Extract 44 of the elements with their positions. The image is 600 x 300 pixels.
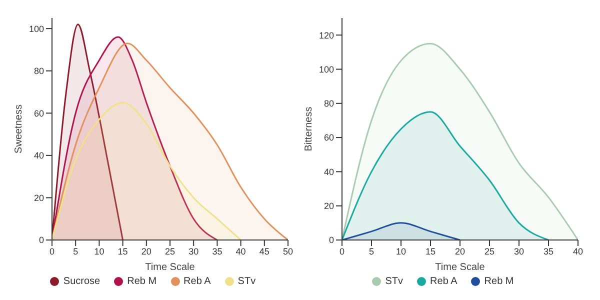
x-tick-label: 10 [94,246,104,256]
x-tick-label: 30 [514,246,524,256]
x-tick-label: 20 [454,246,466,256]
y-axis-title: Bitterness [304,106,315,152]
legend-label: Reb M [126,276,157,287]
y-tick-label: 100 [28,24,44,34]
legend-label: Sucrose [62,276,100,287]
y-tick-label: 80 [34,66,44,76]
x-tick-label: 35 [212,246,222,256]
x-tick-label: 35 [543,246,554,256]
x-tick-label: 45 [259,246,270,256]
y-tick-label: 40 [34,150,44,161]
x-tick-label: 5 [73,246,78,256]
y-tick-label: 0 [328,235,334,246]
x-tick-label: 5 [368,246,374,256]
y-tick-label: 80 [324,98,334,109]
x-tick-label: 20 [141,246,152,256]
y-tick-label: 0 [38,235,44,246]
x-tick-label: 10 [396,246,406,256]
y-tick-label: 60 [34,108,44,118]
legend-label: Reb A [429,276,458,287]
y-tick-label: 60 [324,132,334,143]
y-tick-label: 20 [34,192,44,203]
x-tick-label: 30 [188,246,199,256]
y-tick-label: 120 [318,30,334,40]
y-tick-label: 20 [324,201,334,212]
legend-label: Reb A [182,276,211,287]
x-tick-label: 0 [339,246,345,256]
x-tick-label: 15 [118,246,128,256]
x-axis-title: Time Scale [435,262,486,273]
x-tick-label: 40 [572,246,584,256]
x-tick-label: 40 [236,246,246,256]
x-axis-title: Time Scale [145,262,196,273]
x-tick-label: 15 [425,246,436,256]
y-axis-title: Sweetness [14,104,25,154]
x-tick-label: 25 [484,246,495,256]
x-tick-label: 50 [282,246,294,256]
x-tick-label: 0 [49,246,55,256]
legend-label: STv [236,276,256,287]
y-tick-label: 100 [318,64,334,74]
legend-label: Reb M [483,276,514,287]
y-tick-label: 40 [324,166,334,177]
x-tick-label: 25 [164,246,176,256]
legend-label: STv [384,276,404,287]
